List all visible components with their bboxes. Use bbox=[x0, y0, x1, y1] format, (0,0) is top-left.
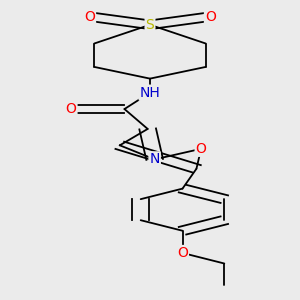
Text: O: O bbox=[66, 102, 76, 116]
Text: S: S bbox=[146, 18, 154, 32]
Text: O: O bbox=[84, 10, 95, 24]
Text: NH: NH bbox=[140, 86, 160, 100]
Text: N: N bbox=[149, 152, 160, 167]
Text: O: O bbox=[177, 246, 188, 260]
Text: O: O bbox=[205, 10, 216, 24]
Text: O: O bbox=[196, 142, 206, 156]
